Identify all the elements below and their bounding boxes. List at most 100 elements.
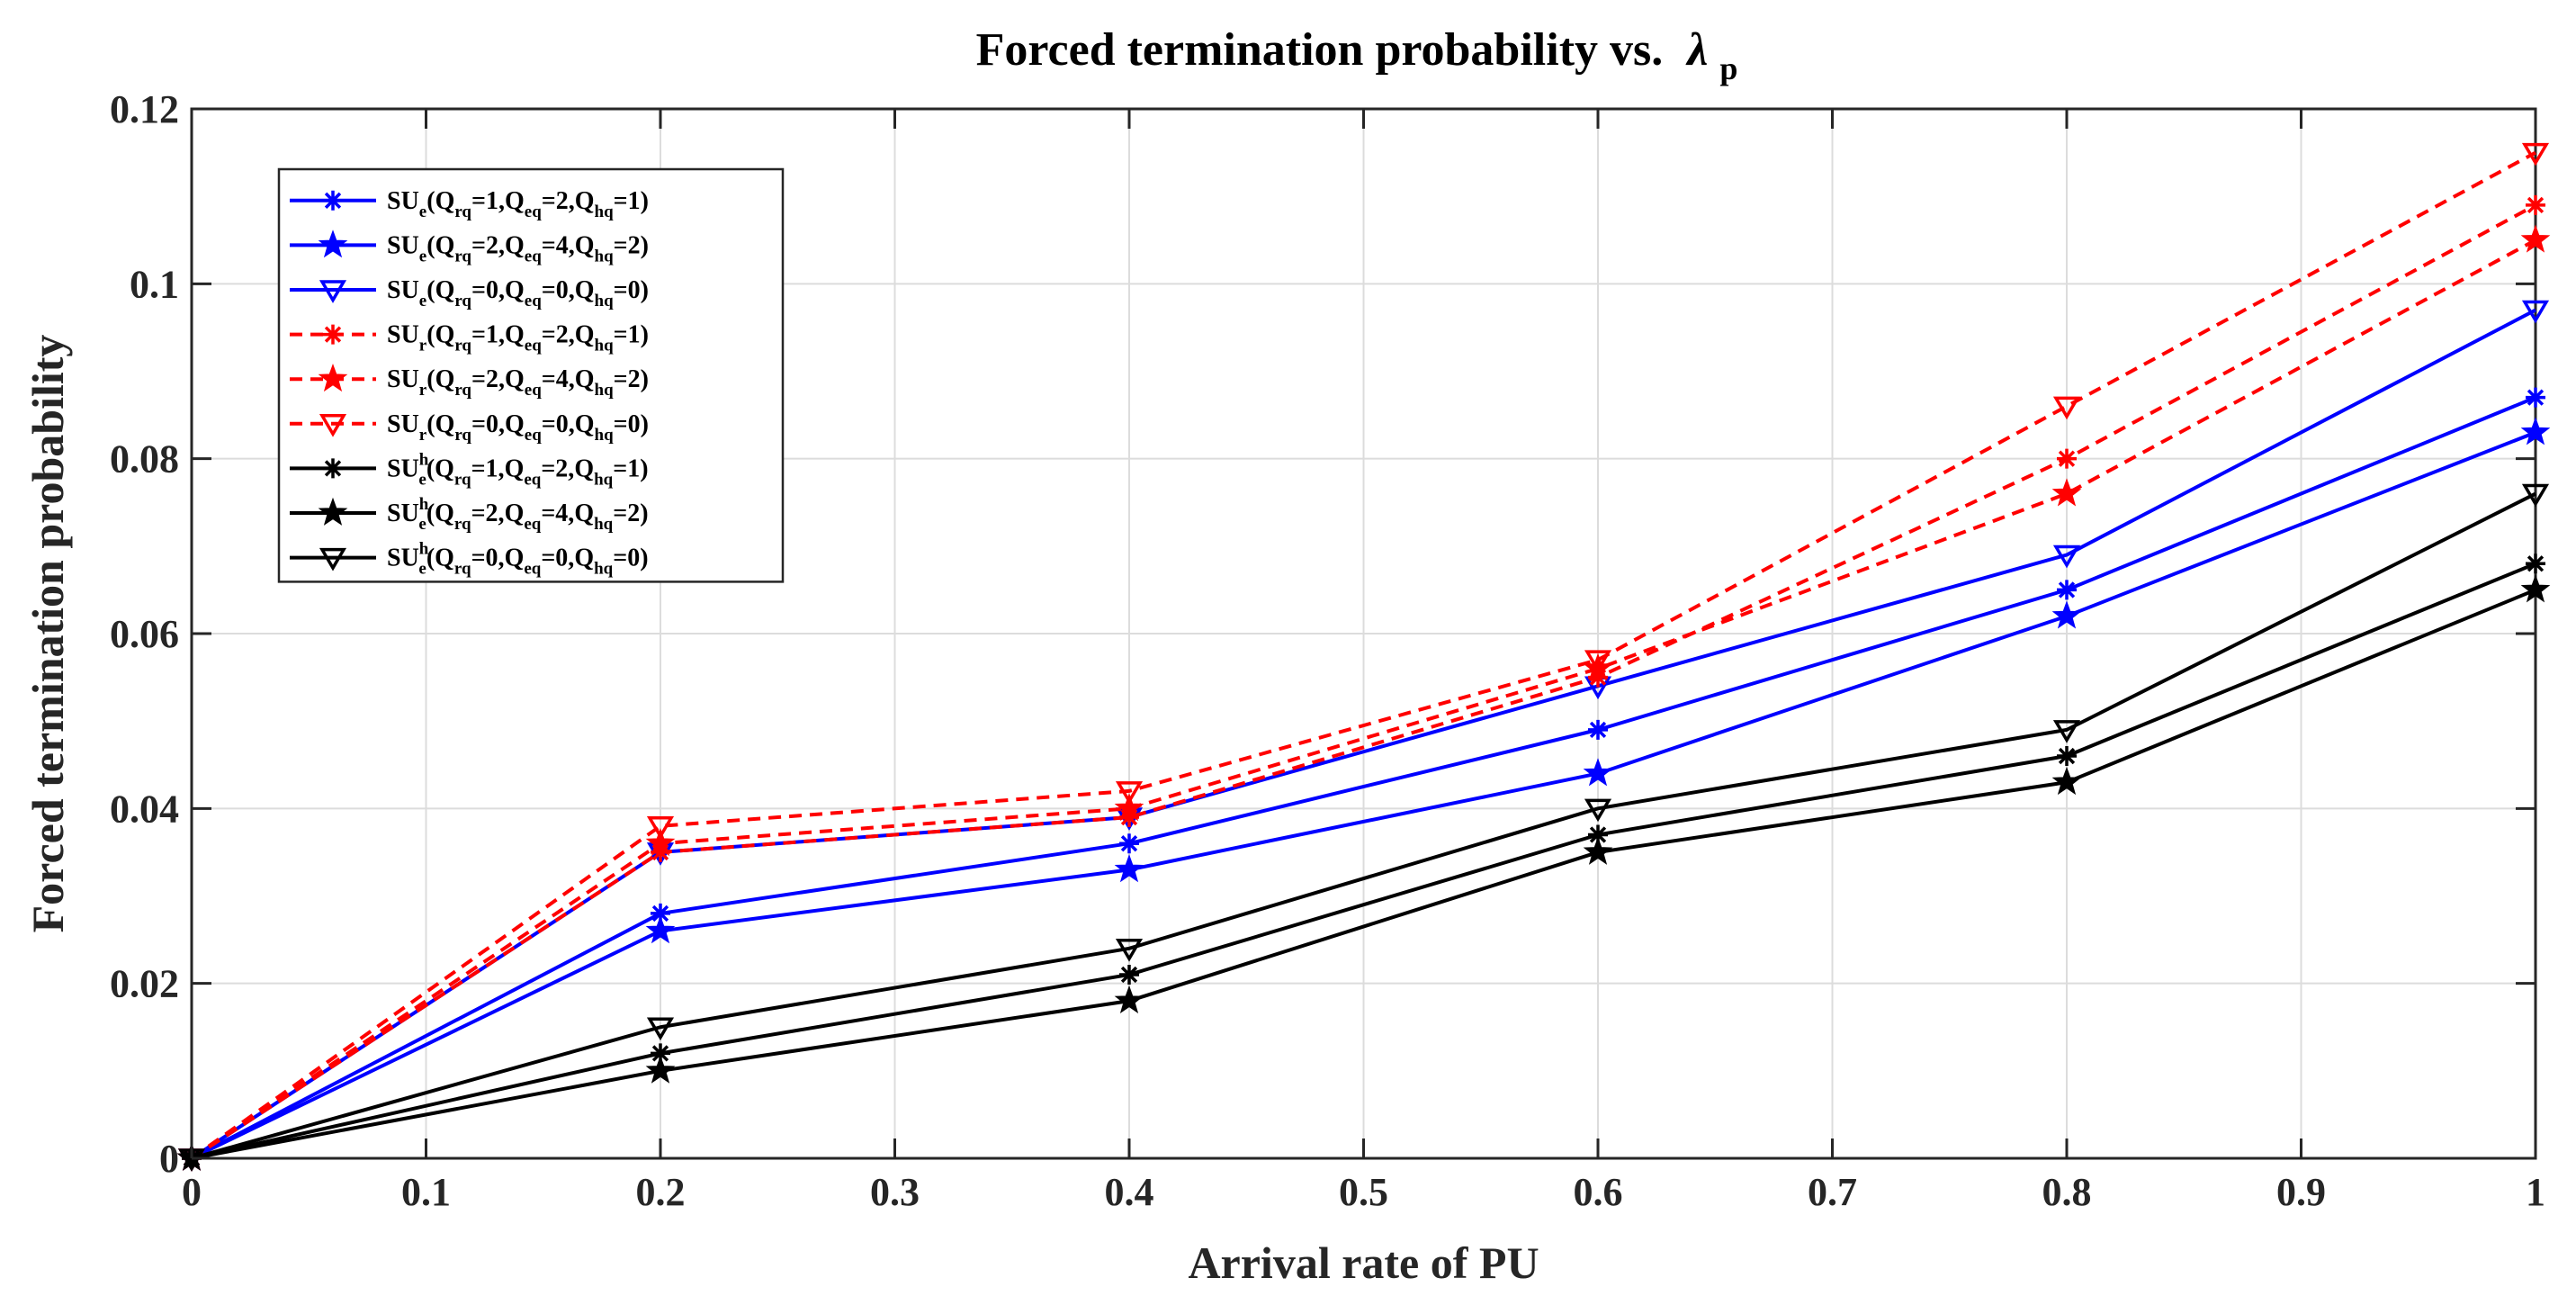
legend-entry: SUr(Qrq=0,Qeq=0,Qhq=0) xyxy=(290,410,649,445)
data-point xyxy=(1119,964,1139,985)
data-point xyxy=(2526,387,2545,408)
legend-entry: SUh e(Qrq=0,Qeq=0,Qhq=0) xyxy=(290,540,649,579)
ticks: 0 0.1 0.2 0.3 0.4 0.5 0.6 0.7 0.8 0.9 1 0 0.02 0.04 0.… xyxy=(110,87,2545,1214)
data-point xyxy=(2057,580,2077,600)
chart-title-text: Forced termination probability vs. xyxy=(976,24,1664,76)
legend-label: SUr(Qrq=1,Qeq=2,Qhq=1) xyxy=(387,321,649,356)
series-9 xyxy=(177,483,2550,1172)
data-point xyxy=(2526,194,2545,215)
data-point xyxy=(651,842,670,862)
y-tick-label: 0.1 xyxy=(130,262,179,306)
series-8 xyxy=(176,574,2551,1171)
legend-entry: SUe(Qrq=2,Qeq=4,Qhq=2) xyxy=(290,230,649,266)
legend-marker xyxy=(318,364,348,392)
legend: SUe(Qrq=1,Qeq=2,Qhq=1) SUe(Qrq=2,Qeq=4,Qh… xyxy=(277,167,785,583)
series-line xyxy=(190,203,2536,1160)
legend-label: SUh e(Qrq=2,Qeq=4,Qhq=2) xyxy=(387,495,649,534)
data-point xyxy=(2052,544,2081,569)
chart-title: Forced termination probability vs. λ p xyxy=(976,24,1738,86)
data-point xyxy=(2521,300,2550,324)
data-point xyxy=(651,903,670,923)
data-point xyxy=(2526,554,2545,574)
series-7 xyxy=(182,554,2545,1168)
legend-entry: SUr(Qrq=1,Qeq=2,Qhq=1) xyxy=(290,321,649,356)
data-point xyxy=(2057,448,2077,469)
series-line xyxy=(191,562,2536,1160)
data-point xyxy=(2051,478,2082,507)
x-tick-label: 1 xyxy=(2526,1170,2545,1214)
legend-entry: SUh e(Qrq=2,Qeq=4,Qhq=2) xyxy=(290,495,649,534)
legend-label: SUh e(Qrq=0,Qeq=0,Qhq=0) xyxy=(387,540,649,579)
data-point xyxy=(2057,746,2077,767)
data-point xyxy=(646,1017,675,1041)
data-point xyxy=(645,828,676,857)
legend-marker xyxy=(323,458,343,479)
y-tick-label: 0 xyxy=(159,1137,179,1181)
series-layer xyxy=(176,142,2551,1172)
data-point xyxy=(2052,396,2081,420)
legend-marker xyxy=(319,414,347,437)
data-point xyxy=(1583,836,1613,865)
legend-entry: SUe(Qrq=1,Qeq=2,Qhq=1) xyxy=(290,187,649,221)
y-axis-title: Forced termination probability xyxy=(22,335,73,933)
data-point xyxy=(2521,483,2550,508)
chart-title-symbol-subscript: p xyxy=(1719,50,1737,86)
legend-marker xyxy=(318,497,348,526)
legend-marker xyxy=(323,190,343,211)
data-point xyxy=(1583,758,1613,787)
data-point xyxy=(1588,719,1608,740)
legend-entry: SUe(Qrq=0,Qeq=0,Qhq=0) xyxy=(290,276,649,310)
legend-label: SUh e(Qrq=1,Qeq=2,Qhq=1) xyxy=(387,450,649,489)
data-point xyxy=(1115,939,1144,962)
data-point xyxy=(1588,824,1608,845)
legend-marker xyxy=(319,547,347,572)
data-point xyxy=(2520,417,2551,446)
x-tick-label: 0.9 xyxy=(2276,1170,2326,1214)
data-point xyxy=(646,816,675,840)
x-tick-label: 0.8 xyxy=(2042,1170,2092,1214)
x-tick-label: 0.1 xyxy=(401,1170,451,1214)
data-point xyxy=(2521,142,2550,166)
legend-label: SUe(Qrq=0,Qeq=0,Qhq=0) xyxy=(387,276,649,310)
x-tick-label: 0.2 xyxy=(636,1170,686,1214)
legend-marker xyxy=(323,324,343,345)
data-point xyxy=(645,1055,676,1084)
data-point xyxy=(1588,667,1608,688)
data-point xyxy=(1114,854,1144,883)
data-point xyxy=(1584,650,1612,674)
data-point xyxy=(2520,224,2551,253)
data-point xyxy=(1119,833,1139,854)
data-point xyxy=(1584,798,1612,823)
series-line xyxy=(191,395,2536,1160)
data-point xyxy=(1119,807,1139,828)
series-line xyxy=(191,430,2536,1160)
data-point xyxy=(2051,766,2082,796)
x-tick-label: 0 xyxy=(182,1170,202,1214)
series-line xyxy=(191,588,2536,1160)
data-point xyxy=(2520,574,2551,603)
grid xyxy=(192,109,2536,1158)
legend-label: SUr(Qrq=0,Qeq=0,Qhq=0) xyxy=(387,410,649,445)
x-axis-title: Arrival rate of PU xyxy=(1188,1238,1539,1288)
data-point xyxy=(1115,781,1144,805)
legend-label: SUe(Qrq=1,Qeq=2,Qhq=1) xyxy=(387,187,649,221)
data-point xyxy=(645,915,676,944)
y-tick-label: 0.04 xyxy=(110,787,179,831)
data-point xyxy=(651,1043,670,1064)
legend-marker xyxy=(319,280,347,303)
series-line xyxy=(190,150,2536,1160)
y-tick-label: 0.02 xyxy=(110,962,179,1006)
x-tick-label: 0.5 xyxy=(1339,1170,1388,1214)
series-line xyxy=(191,491,2536,1160)
data-point xyxy=(2052,720,2081,743)
data-point xyxy=(1114,793,1144,822)
chart-title-symbol: λ xyxy=(1685,24,1708,76)
y-tick-label: 0.12 xyxy=(110,87,179,131)
legend-label: SUr(Qrq=2,Qeq=4,Qhq=2) xyxy=(387,365,649,400)
data-point xyxy=(2051,600,2082,629)
legend-marker xyxy=(318,230,348,258)
x-tick-label: 0.3 xyxy=(870,1170,920,1214)
data-point xyxy=(1114,985,1144,1014)
y-tick-label: 0.06 xyxy=(110,612,179,656)
